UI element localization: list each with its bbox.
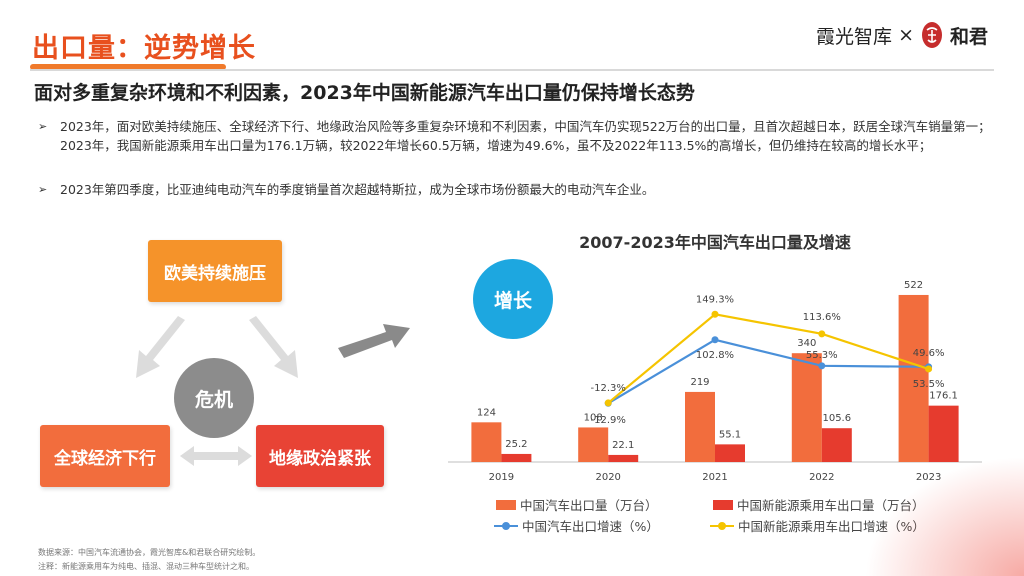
bullet-item: ➢ 2023年第四季度，比亚迪纯电动汽车的季度销量首次超越特斯拉，成为全球市场份… (38, 180, 998, 199)
bar (685, 391, 715, 462)
brand-logo: 霞光智库 × 和君 (816, 20, 988, 50)
bullet-text: 2023年，面对欧美持续施压、全球经济下行、地缘政治风险等多重复杂环境和不利因素… (60, 119, 991, 153)
bar-value-label: 55.1 (719, 429, 741, 440)
growth-circle: 增长 (473, 259, 553, 339)
brand-name-xiaguang: 霞光智库 (816, 25, 893, 48)
factor-geopolitics: 地缘政治紧张 (256, 425, 384, 487)
series-line (607, 338, 929, 405)
bar (791, 353, 822, 462)
bullet-marker: ➢ (38, 183, 48, 196)
page-title: 出口量：逆势增长 (32, 33, 256, 64)
x-tick-label: 2020 (595, 472, 620, 483)
chart-title: 2007-2023年中国汽车出口量及增速 (579, 233, 851, 252)
line-point (818, 362, 826, 370)
line-point (925, 365, 933, 373)
line-value-label: 149.3% (696, 294, 734, 305)
factor-western-pressure: 欧美持续施压 (148, 240, 282, 302)
legend-swatch (713, 499, 733, 510)
bar (928, 405, 959, 462)
bar-value-label: 108 (584, 412, 603, 423)
x-tick-label: 2022 (809, 472, 834, 483)
bar-value-label: 105.6 (822, 413, 851, 424)
line-value-label: 49.6% (913, 348, 945, 359)
bar-value-label: 22.1 (612, 440, 634, 451)
bar-value-label: 522 (904, 280, 923, 291)
brand-times: × (898, 24, 914, 46)
bullet-text: 2023年第四季度，比亚迪纯电动汽车的季度销量首次超越特斯拉，成为全球市场份额最… (60, 182, 655, 197)
bar (898, 294, 929, 462)
bar-value-label: 219 (690, 377, 709, 388)
legend-item: 中国汽车出口增速（%） (494, 516, 659, 535)
arrow-bottom (180, 446, 252, 466)
bullet-marker: ➢ (38, 120, 48, 133)
legend-label: 中国汽车出口增速（%） (522, 519, 659, 534)
bar (501, 453, 532, 462)
line-point (818, 330, 826, 338)
series-line (607, 313, 929, 404)
corner-decoration (864, 456, 1024, 576)
bar-value-label: 340 (797, 338, 816, 349)
x-tick-label: 2021 (702, 472, 727, 483)
arrow-top-left (136, 316, 185, 378)
x-tick-label: 2019 (489, 472, 514, 483)
crisis-diagram-arrows (136, 316, 410, 466)
arrow-top-right (249, 316, 298, 378)
line-value-label: 102.8% (696, 350, 734, 361)
bar (821, 428, 852, 462)
line-value-label: 55.3% (806, 350, 838, 361)
legend-item: 中国汽车出口量（万台） (496, 495, 658, 514)
export-chart: 124 108 219 340 522 25.2 22.1 55.1 105.6 176.1 -12… (448, 280, 982, 483)
crisis-circle: 危机 (174, 358, 254, 438)
bar-value-label: 176.1 (929, 391, 958, 402)
footnote: 注释：新能源乘用车为纯电、插混、混动三种车型统计之和。 (38, 562, 254, 571)
line-point (604, 399, 612, 407)
title-underline (30, 64, 226, 70)
bar (715, 444, 745, 462)
header-divider (30, 69, 994, 71)
line-value-label: -12.3% (591, 383, 626, 394)
seal-icon (921, 22, 942, 48)
footer-notes: 数据来源：中国汽车流通协会，霞光智库&和君联合研究绘制。 注释：新能源乘用车为纯… (38, 546, 260, 574)
bar (471, 422, 502, 462)
legend-swatch (494, 521, 518, 531)
line-value-label: 113.6% (803, 312, 841, 323)
line-point (711, 336, 719, 344)
bar-value-label: 25.2 (505, 439, 527, 450)
legend-label: 中国汽车出口量（万台） (520, 498, 658, 513)
bar-value-label: 124 (477, 407, 496, 418)
arrow-to-growth (338, 324, 410, 358)
line-point (711, 310, 719, 318)
legend-swatch (710, 521, 734, 531)
bar (608, 454, 639, 462)
line-value-label: -12.9% (591, 415, 626, 426)
brand-name-hejun: 和君 (949, 25, 988, 48)
factor-global-economy: 全球经济下行 (40, 425, 170, 487)
subtitle: 面对多重复杂环境和不利因素，2023年中国新能源汽车出口量仍保持增长态势 (34, 82, 695, 104)
data-source: 数据来源：中国汽车流通协会，霞光智库&和君联合研究绘制。 (38, 548, 261, 557)
legend-swatch (496, 499, 516, 510)
bullet-item: ➢ 2023年，面对欧美持续施压、全球经济下行、地缘政治风险等多重复杂环境和不利… (38, 117, 998, 155)
line-value-label: 53.5% (913, 379, 945, 390)
bar (578, 427, 609, 462)
